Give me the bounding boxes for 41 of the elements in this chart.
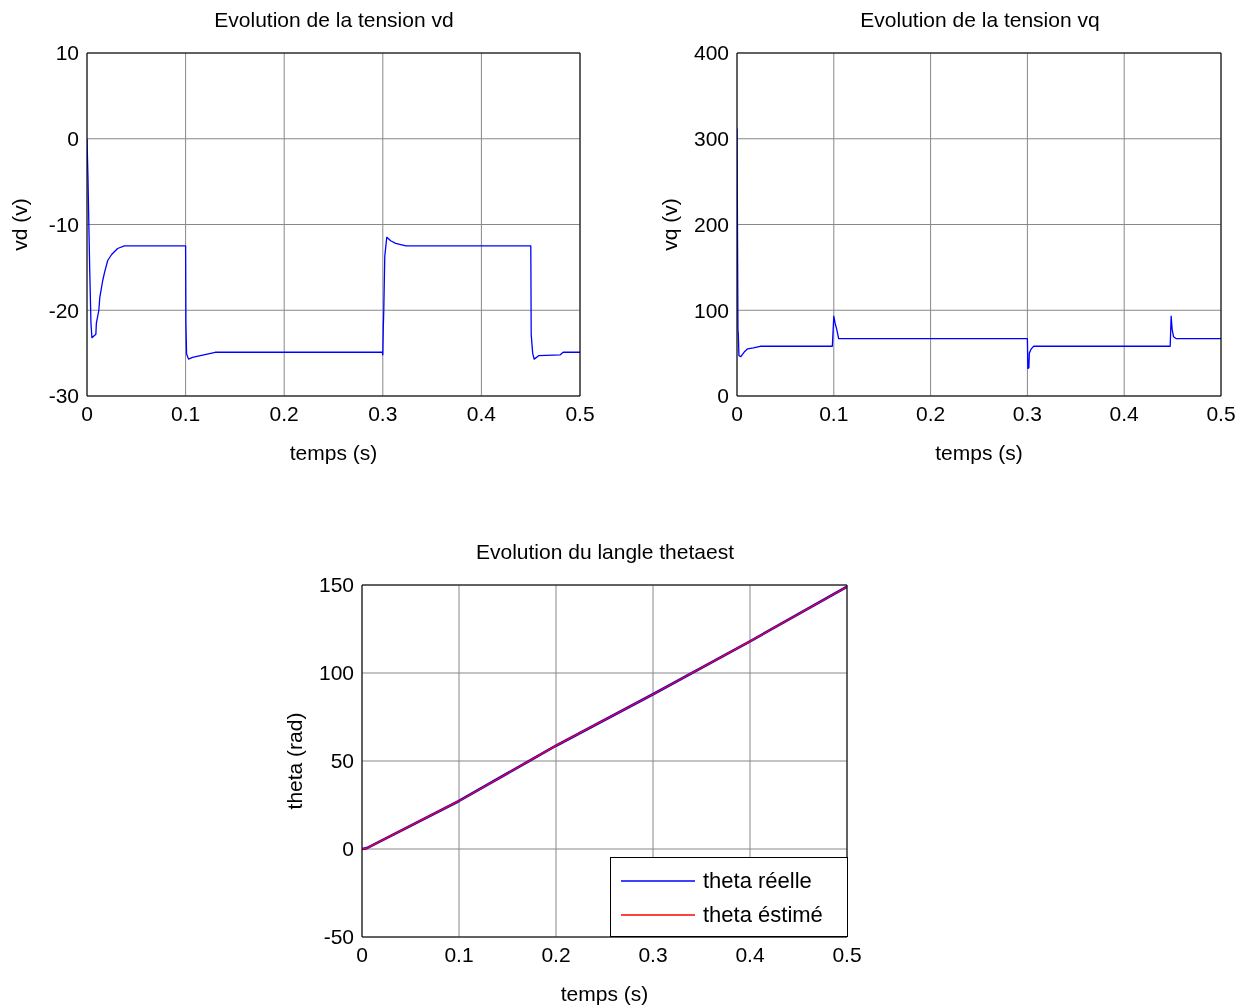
y-tick-label: 0 bbox=[67, 127, 79, 151]
y-axis-title: vd (v) bbox=[8, 198, 32, 251]
x-tick-label: 0.2 bbox=[269, 401, 299, 425]
y-axis-title: vq (v) bbox=[658, 198, 682, 251]
y-tick-label: 100 bbox=[318, 661, 354, 685]
y-tick-label: -10 bbox=[48, 212, 79, 236]
y-tick-label: 400 bbox=[693, 41, 729, 65]
y-tick-label: -20 bbox=[48, 298, 79, 322]
x-tick-label: 0.4 bbox=[466, 401, 497, 425]
legend-label: theta réelle bbox=[703, 868, 812, 894]
x-tick-label: 0.5 bbox=[565, 401, 595, 425]
y-tick-label: -30 bbox=[48, 384, 79, 408]
legend-label: theta éstimé bbox=[703, 902, 823, 928]
y-tick-label: 200 bbox=[693, 212, 729, 236]
y-tick-label: 150 bbox=[318, 573, 354, 597]
y-tick-label: 100 bbox=[693, 298, 729, 322]
x-tick-label: 0.2 bbox=[541, 942, 571, 966]
x-axis-title: temps (s) bbox=[289, 441, 378, 464]
y-tick-label: 50 bbox=[330, 749, 354, 773]
y-tick-label: 300 bbox=[693, 127, 729, 151]
x-tick-label: 0.3 bbox=[1012, 401, 1042, 425]
x-axis-title: temps (s) bbox=[560, 982, 649, 1005]
y-tick-label: 10 bbox=[55, 41, 79, 65]
x-tick-label: 0.1 bbox=[819, 401, 849, 425]
y-tick-label: 0 bbox=[342, 837, 354, 861]
x-tick-label: 0.2 bbox=[916, 401, 946, 425]
chart-title: Evolution de la tension vq bbox=[859, 8, 1101, 32]
x-tick-label: 0.5 bbox=[1206, 401, 1236, 425]
y-tick-label: -50 bbox=[323, 925, 354, 949]
x-tick-label: 0.4 bbox=[1109, 401, 1140, 425]
x-tick-label: 0.1 bbox=[444, 942, 474, 966]
x-tick-label: 0.5 bbox=[832, 942, 862, 966]
y-tick-label: 0 bbox=[717, 384, 729, 408]
x-tick-label: 0.1 bbox=[171, 401, 201, 425]
x-tick-label: 0.3 bbox=[638, 942, 668, 966]
x-axis-title: temps (s) bbox=[935, 441, 1023, 464]
y-axis-title: theta (rad) bbox=[283, 712, 307, 810]
x-tick-label: 0.3 bbox=[368, 401, 398, 425]
chart-title: Evolution de la tension vd bbox=[213, 8, 455, 32]
x-tick-label: 0.4 bbox=[735, 942, 765, 966]
chart-title: Evolution du langle thetaest bbox=[475, 540, 735, 564]
